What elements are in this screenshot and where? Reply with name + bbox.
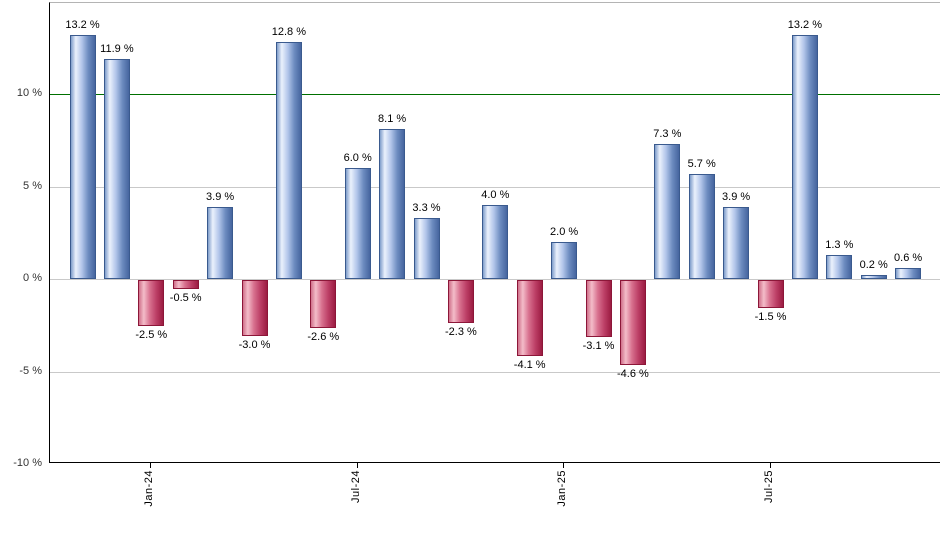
x-axis-tick xyxy=(356,463,358,468)
bar-value-label: -0.5 % xyxy=(169,292,202,305)
bar xyxy=(447,280,474,323)
gridline xyxy=(50,186,940,188)
bar xyxy=(482,205,509,279)
bar xyxy=(619,280,646,366)
bar-value-label: 0.2 % xyxy=(859,259,888,272)
bar-value-label: 13.2 % xyxy=(787,18,823,31)
gridline xyxy=(50,279,940,280)
bar-value-label: 0.6 % xyxy=(894,251,923,264)
bar-value-label: 1.3 % xyxy=(825,238,854,251)
bar xyxy=(688,173,715,279)
threshold-gridline xyxy=(50,94,940,95)
bar xyxy=(103,58,130,279)
bar-value-label: -2.3 % xyxy=(444,325,477,338)
bar-value-label: 3.9 % xyxy=(206,190,235,203)
y-axis-tick-label: 5 % xyxy=(23,179,42,192)
bar xyxy=(723,206,750,279)
bar-value-label: -1.5 % xyxy=(754,310,787,323)
bar-value-label: -3.0 % xyxy=(238,338,271,351)
bar-value-label: 12.8 % xyxy=(271,26,307,39)
bar xyxy=(69,34,96,279)
bar xyxy=(791,34,818,279)
x-axis-tick-label: Jan-25 xyxy=(556,470,569,507)
bar xyxy=(413,217,440,279)
bar xyxy=(310,280,337,329)
bar-value-label: 7.3 % xyxy=(653,127,682,140)
x-axis-tick-label: Jul-24 xyxy=(349,470,362,503)
bar xyxy=(241,280,268,336)
bar-value-label: -2.5 % xyxy=(135,329,168,342)
bar-value-label: 4.0 % xyxy=(481,189,510,201)
bar-value-label: 5.7 % xyxy=(687,157,716,170)
bar xyxy=(826,254,853,279)
bar xyxy=(344,168,371,279)
y-axis-tick-label: 10 % xyxy=(16,87,42,99)
bar-value-label: 6.0 % xyxy=(343,152,372,164)
plot-area: 13.2 % 11.9 % -2.5 % -0.5 % 3.9 % -3.0 % 12.8 … xyxy=(49,2,940,463)
x-axis-tick xyxy=(563,463,565,468)
bar xyxy=(275,42,302,279)
bar xyxy=(860,275,887,279)
y-axis-tick-label: -10 % xyxy=(13,457,42,469)
bar-value-label: 11.9 % xyxy=(100,42,134,55)
bar-value-label: 3.9 % xyxy=(722,190,751,203)
x-axis-tick xyxy=(150,463,152,468)
x-axis-tick xyxy=(769,463,771,468)
bar xyxy=(379,129,406,279)
bar xyxy=(138,280,165,327)
bar xyxy=(757,280,784,308)
bar xyxy=(654,143,681,279)
x-axis-tick-label: Jan-24 xyxy=(143,470,156,507)
bar-value-label: 8.1 % xyxy=(378,113,407,126)
bar-value-label: -4.6 % xyxy=(616,368,649,381)
bar-value-label: 3.3 % xyxy=(412,201,441,214)
bar-value-label: 13.2 % xyxy=(65,18,100,31)
bar xyxy=(551,242,578,279)
y-axis-tick-label: 0 % xyxy=(23,272,42,284)
x-axis-tick-label: Jul-25 xyxy=(762,470,775,503)
gridline xyxy=(50,371,940,373)
bar xyxy=(516,280,543,356)
bar-value-label: -3.1 % xyxy=(582,340,615,353)
bar-value-label: 2.0 % xyxy=(550,226,579,238)
bar xyxy=(585,280,612,338)
bar-value-label: -2.6 % xyxy=(307,331,340,344)
bar-value-label: -4.1 % xyxy=(513,358,546,371)
bar xyxy=(895,267,922,279)
y-axis-tick-label: -5 % xyxy=(19,364,42,377)
bar xyxy=(172,280,199,290)
bar xyxy=(207,206,234,279)
